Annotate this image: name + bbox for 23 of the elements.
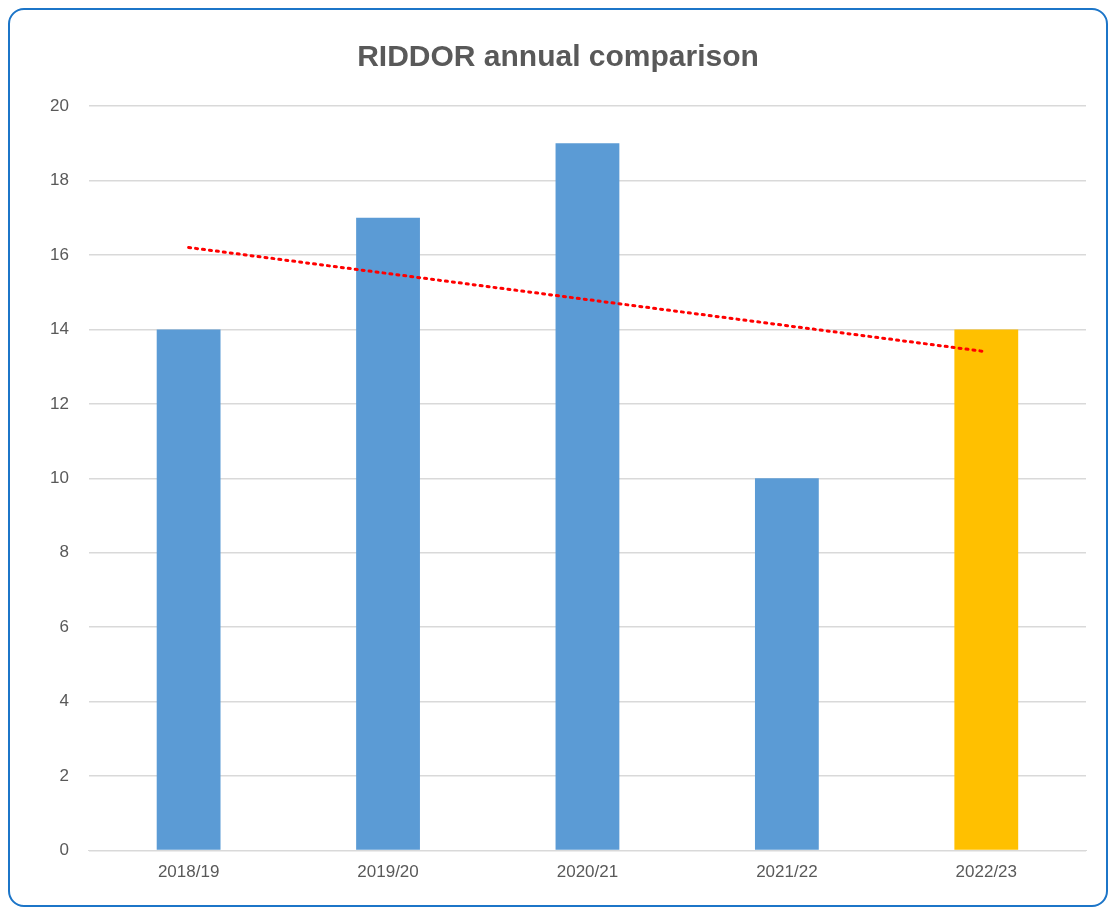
y-tick-label: 10 (49, 467, 69, 487)
chart-title: RIDDOR annual comparison (357, 39, 759, 73)
y-tick-label: 6 (59, 616, 69, 636)
x-tick-label: 2022/23 (955, 862, 1018, 882)
bar (356, 217, 420, 850)
x-tick-label: 2019/20 (357, 862, 419, 882)
y-tick-label: 4 (59, 691, 69, 711)
y-tick-label: 20 (49, 95, 69, 115)
y-tick-label: 14 (49, 319, 69, 339)
rounded-frame: RIDDOR annual comparison 2018/19 2019/20 2020/21 2021/22 2022/23 0 2 4 6 8 10 12 14 16 18 20 (8, 8, 1108, 907)
y-tick-label: 0 (59, 840, 69, 860)
y-tick-label: 12 (49, 393, 69, 413)
y-tick-label: 18 (49, 170, 69, 190)
x-tick-label: 2021/22 (756, 862, 818, 882)
x-tick-label: 2018/19 (157, 862, 220, 882)
bar (156, 329, 221, 850)
y-tick-label: 8 (59, 542, 69, 562)
x-tick-label: 2020/21 (556, 862, 619, 882)
bar (555, 143, 620, 850)
bar (954, 329, 1019, 850)
y-tick-label: 2 (59, 765, 69, 785)
y-tick-label: 16 (49, 244, 69, 264)
bar (754, 478, 819, 850)
